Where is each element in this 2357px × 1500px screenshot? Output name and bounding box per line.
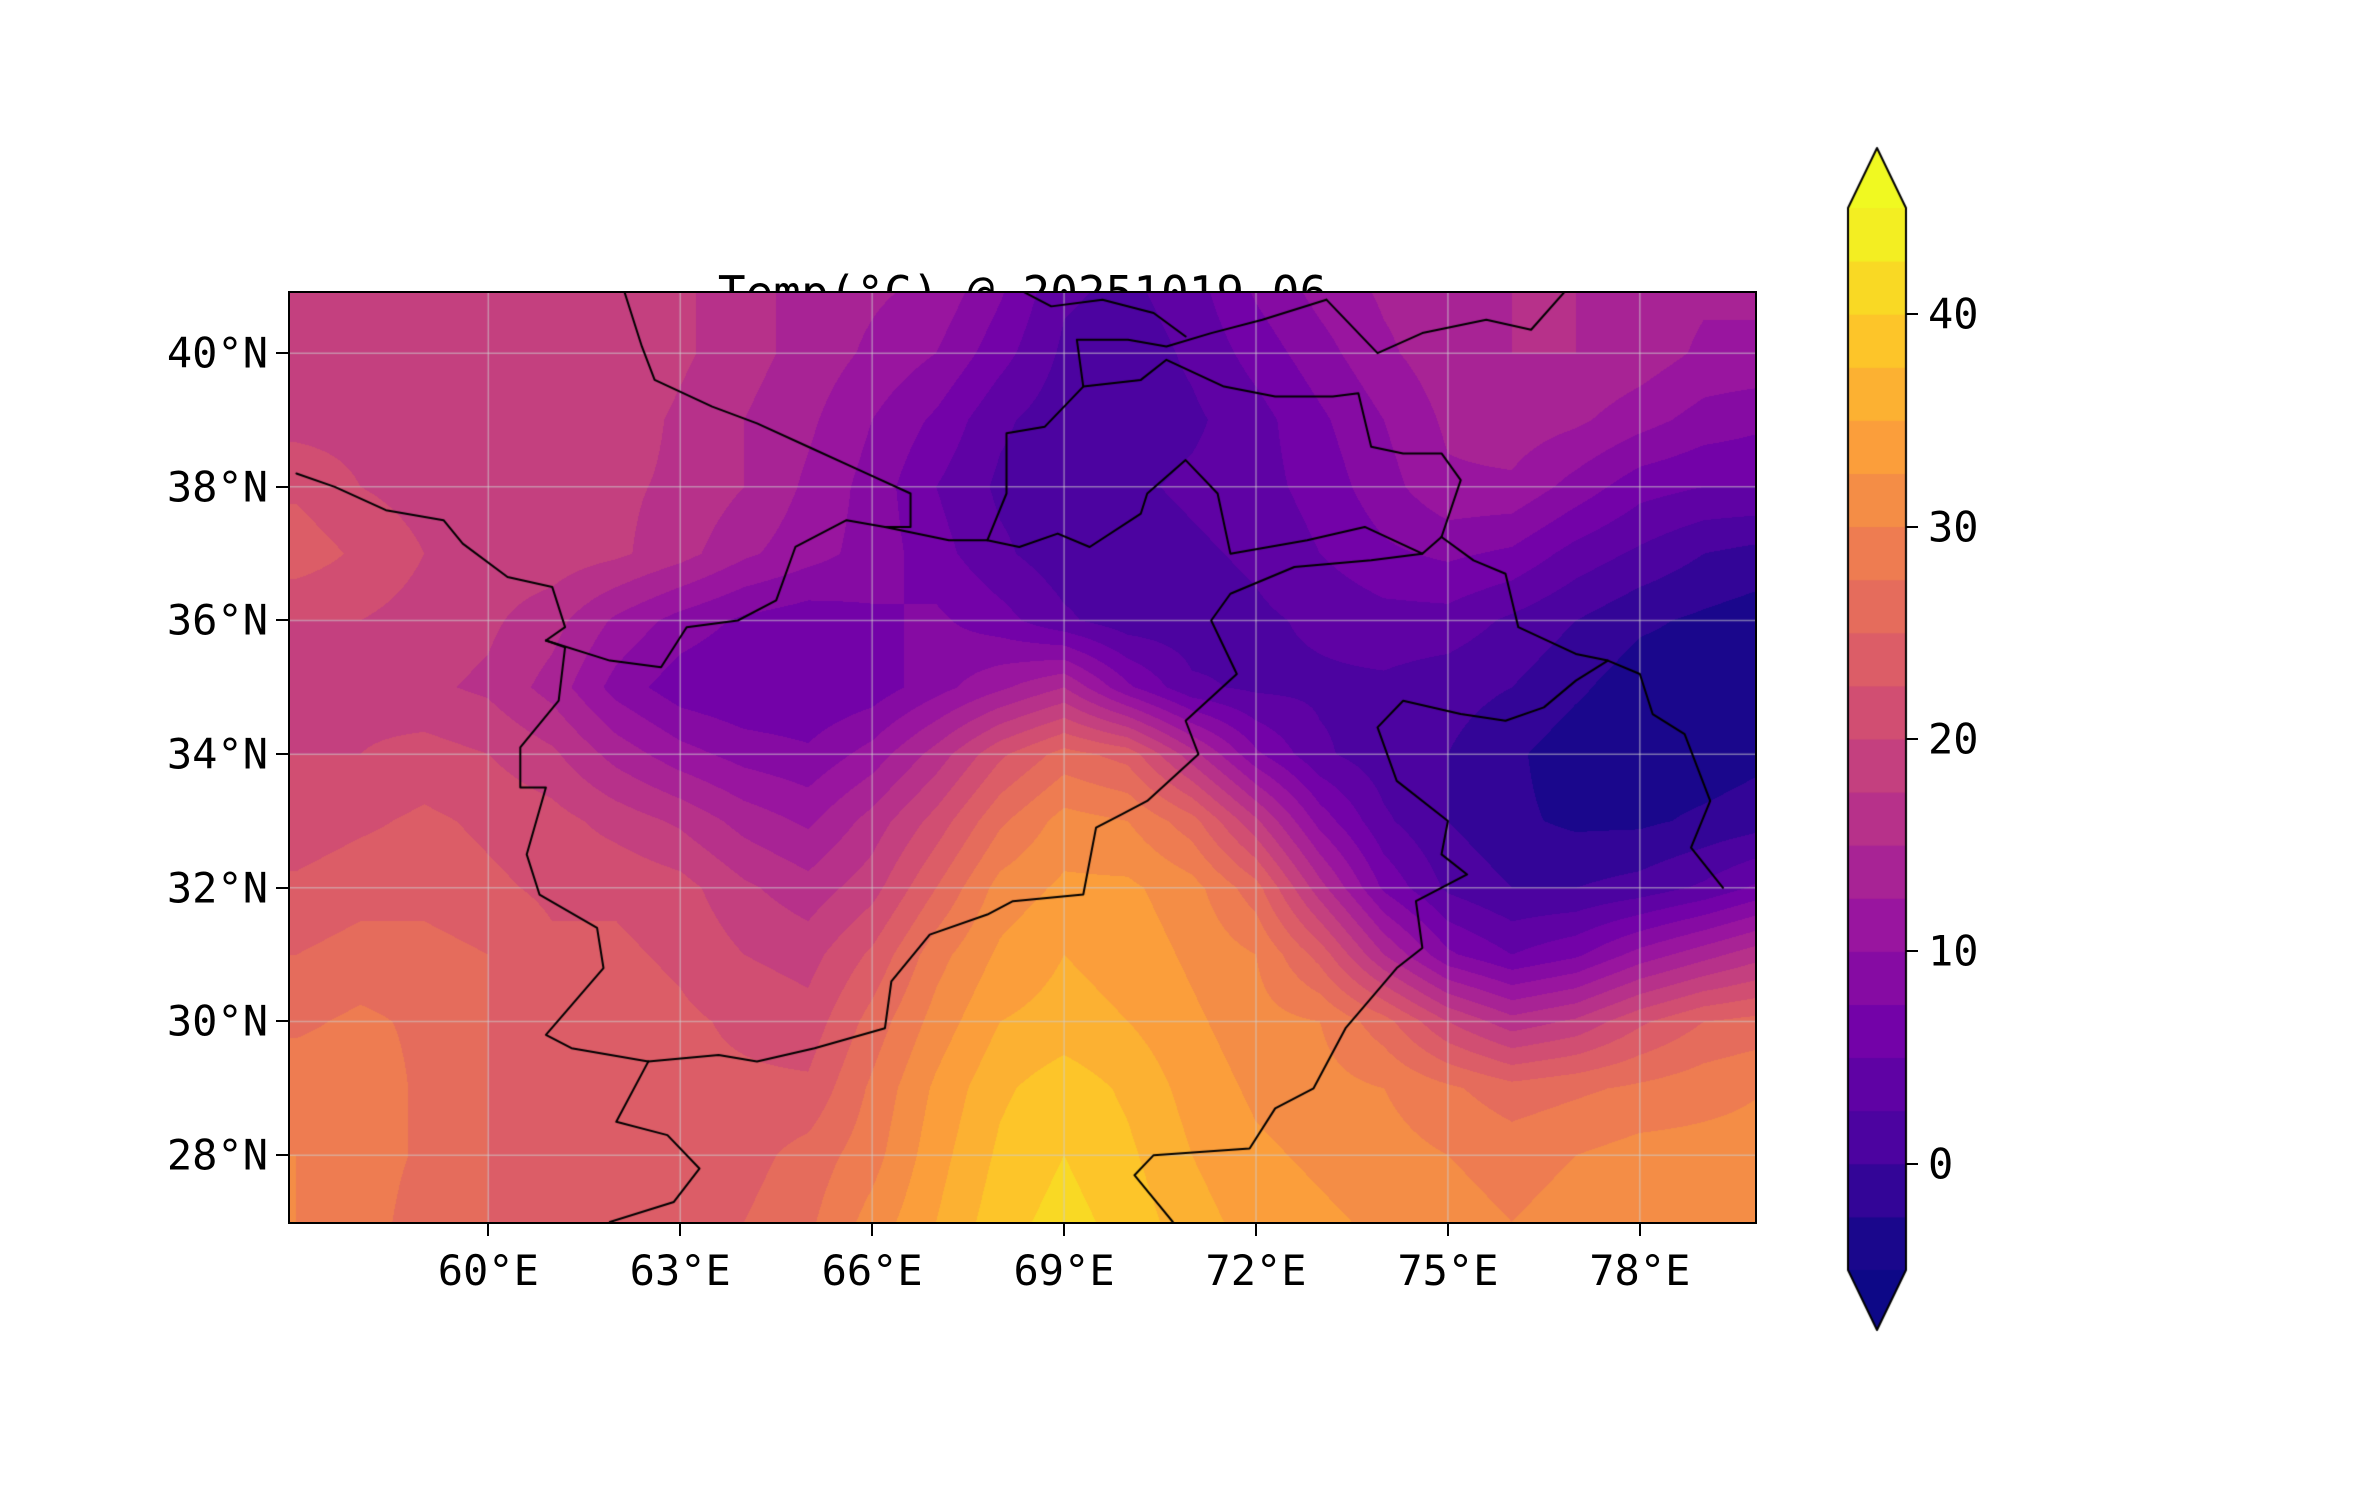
x-tick-mark bbox=[1638, 1224, 1641, 1236]
colorbar-tick-mark bbox=[1906, 525, 1918, 528]
temperature-heatmap-canvas bbox=[290, 293, 1755, 1222]
colorbar-tick-mark bbox=[1906, 1162, 1918, 1165]
y-tick-mark bbox=[276, 352, 288, 355]
y-tick-label: 36°N bbox=[166, 595, 268, 645]
colorbar-tick-mark bbox=[1906, 313, 1918, 316]
y-tick-mark bbox=[276, 619, 288, 622]
y-tick-mark bbox=[276, 485, 288, 488]
colorbar-tick-label: 10 bbox=[1928, 926, 1979, 976]
colorbar bbox=[1845, 145, 1909, 1333]
x-tick-mark bbox=[679, 1224, 682, 1236]
x-tick-mark bbox=[1446, 1224, 1449, 1236]
x-tick-label: 78°E bbox=[1589, 1246, 1691, 1295]
y-tick-label: 28°N bbox=[166, 1130, 268, 1180]
y-tick-mark bbox=[276, 886, 288, 889]
y-tick-mark bbox=[276, 1154, 288, 1157]
x-tick-label: 75°E bbox=[1397, 1246, 1499, 1295]
x-tick-mark bbox=[1255, 1224, 1257, 1236]
colorbar-tick-label: 40 bbox=[1928, 289, 1979, 339]
x-tick-mark bbox=[1063, 1224, 1066, 1236]
y-tick-label: 38°N bbox=[166, 462, 268, 512]
colorbar-tick-label: 20 bbox=[1928, 714, 1979, 764]
x-tick-label: 60°E bbox=[437, 1246, 539, 1295]
x-tick-mark bbox=[871, 1224, 874, 1236]
x-tick-label: 63°E bbox=[629, 1246, 731, 1295]
y-tick-mark bbox=[276, 753, 288, 756]
x-tick-label: 72°E bbox=[1205, 1246, 1307, 1295]
x-tick-label: 69°E bbox=[1013, 1246, 1115, 1295]
colorbar-tick-mark bbox=[1906, 950, 1918, 953]
x-tick-mark bbox=[487, 1224, 490, 1236]
colorbar-tick-label: 30 bbox=[1928, 502, 1979, 552]
y-tick-label: 30°N bbox=[166, 996, 268, 1046]
y-tick-label: 32°N bbox=[166, 863, 268, 913]
map-plot-area bbox=[288, 291, 1757, 1224]
colorbar-tick-label: 0 bbox=[1928, 1139, 1954, 1189]
y-tick-label: 40°N bbox=[166, 328, 268, 378]
y-tick-label: 34°N bbox=[166, 729, 268, 779]
colorbar-tick-mark bbox=[1906, 738, 1918, 740]
x-tick-label: 66°E bbox=[821, 1246, 923, 1295]
y-tick-mark bbox=[276, 1020, 288, 1023]
